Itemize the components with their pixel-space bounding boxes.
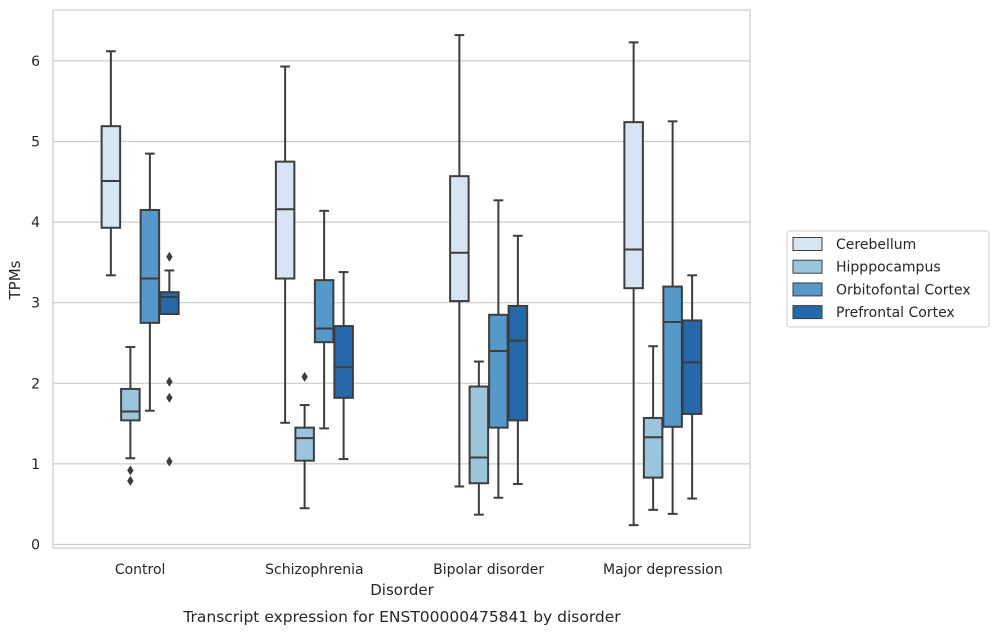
legend-label: Prefrontal Cortex	[836, 305, 955, 321]
y-tick-label: 3	[31, 296, 40, 312]
box	[488, 313, 509, 429]
box	[100, 125, 122, 229]
legend-label: Hipppocampus	[836, 260, 941, 276]
box	[159, 291, 180, 315]
legend-swatch	[792, 305, 823, 320]
box-group	[100, 50, 122, 277]
outlier-marker	[166, 456, 173, 467]
outlier-marker	[166, 376, 173, 387]
y-tick-label: 5	[31, 135, 40, 151]
y-tick-label: 0	[31, 538, 40, 554]
y-tick-label: 1	[31, 457, 40, 473]
box	[294, 426, 315, 462]
y-tick-label: 2	[31, 376, 40, 392]
x-axis-ticks: Control Schizophrenia Bipolar disorder Majo…	[115, 562, 723, 578]
box	[120, 387, 141, 422]
legend-swatch	[792, 237, 823, 251]
box	[449, 175, 470, 303]
box-series	[100, 34, 703, 527]
box-group	[681, 274, 703, 500]
box	[662, 285, 683, 428]
x-tick-label: Major depression	[603, 562, 723, 578]
x-tick-label: Bipolar disorder	[433, 562, 544, 578]
outlier-marker	[127, 465, 134, 476]
chart-caption: Transcript expression for ENST0000047584…	[182, 608, 621, 626]
y-tick-label: 6	[31, 54, 40, 70]
x-tick-label: Schizophrenia	[265, 562, 363, 578]
box	[623, 121, 644, 290]
box	[681, 319, 703, 415]
legend-swatch	[792, 259, 823, 274]
box-group	[623, 41, 644, 527]
box-group	[313, 209, 335, 430]
legend-frame	[786, 230, 990, 328]
outlier-marker	[127, 475, 134, 486]
legend-swatch	[792, 282, 823, 297]
outlier-marker	[166, 251, 173, 262]
box	[507, 304, 529, 422]
box	[333, 325, 354, 399]
box-group	[274, 65, 296, 424]
box	[274, 160, 296, 280]
box	[642, 416, 664, 479]
x-axis-label: Disorder	[370, 581, 434, 599]
y-axis-label: TPMs	[6, 260, 24, 300]
x-tick-label: Control	[115, 562, 166, 578]
outlier-marker	[166, 392, 173, 403]
legend: Cerebellum Hipppocampus Orbitofontal Corte…	[786, 230, 990, 328]
legend-label: Orbitofontal Cortex	[836, 282, 971, 298]
box-group	[120, 346, 141, 486]
box	[468, 385, 490, 485]
box-group	[507, 234, 529, 486]
legend-label: Cerebellum	[836, 237, 916, 253]
box-group	[294, 371, 315, 510]
box-group	[333, 271, 354, 461]
box-group	[468, 360, 490, 516]
y-axis-ticks: 0 1 2 3 4 5 6	[31, 54, 40, 554]
box-group	[488, 199, 509, 499]
box	[313, 279, 335, 344]
box-group	[139, 152, 161, 412]
box	[139, 209, 161, 324]
box-group	[642, 345, 664, 511]
box-group	[449, 34, 470, 488]
box-group	[159, 251, 180, 467]
box-group	[662, 120, 683, 515]
y-tick-label: 4	[31, 215, 40, 231]
outlier-marker	[301, 371, 308, 382]
